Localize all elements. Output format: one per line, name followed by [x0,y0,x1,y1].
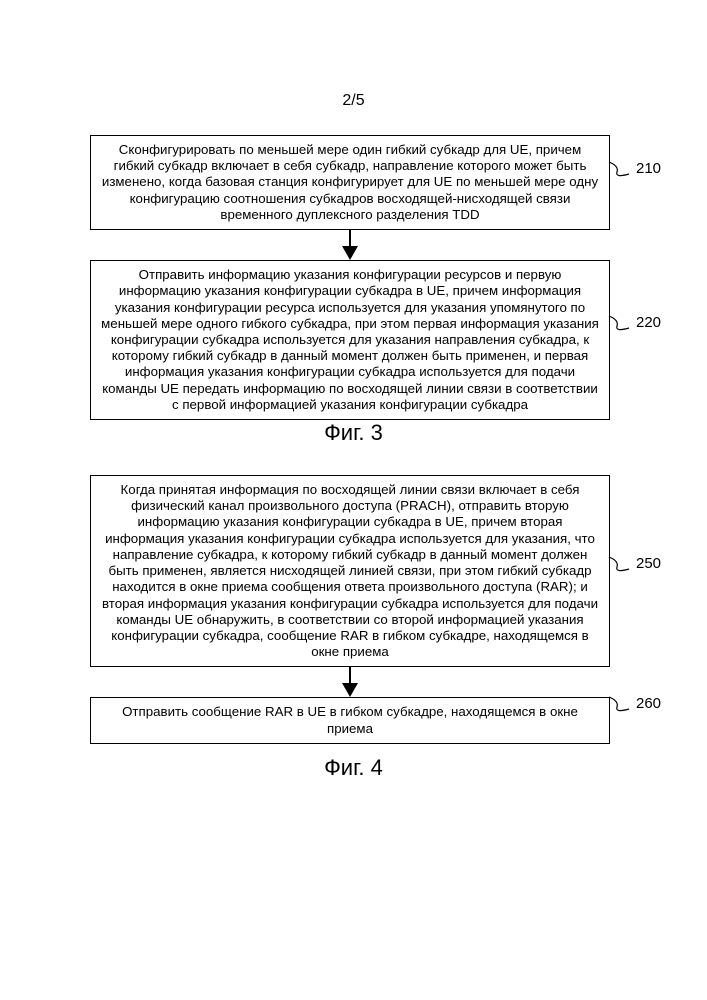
figure-caption: Фиг. 3 [0,420,707,446]
figure-caption: Фиг. 4 [0,755,707,781]
reference-number: 220 [636,314,661,331]
figure-4: Когда принятая информация по восходящей … [90,475,610,744]
arrow-down-icon [338,230,362,260]
flow-step-260: Отправить сообщение RAR в UE в гибком су… [90,697,610,743]
flow-step-250: Когда принятая информация по восходящей … [90,475,610,667]
reference-number: 260 [636,695,661,712]
flow-arrow [90,667,610,697]
figure-3: Сконфигурировать по меньшей мере один ги… [90,135,610,420]
patent-page: 2/5 Сконфигурировать по меньшей мере оди… [0,0,707,1000]
reference-number: 250 [636,555,661,572]
reference-leader-icon [607,314,637,334]
flow-arrow [90,230,610,260]
page-number: 2/5 [0,92,707,110]
flow-step-220: Отправить информацию указания конфигурац… [90,260,610,420]
arrow-down-icon [338,667,362,697]
reference-number: 210 [636,160,661,177]
reference-leader-icon [607,695,637,715]
reference-leader-icon [607,160,637,180]
reference-leader-icon [607,555,637,575]
flow-step-210: Сконфигурировать по меньшей мере один ги… [90,135,610,230]
